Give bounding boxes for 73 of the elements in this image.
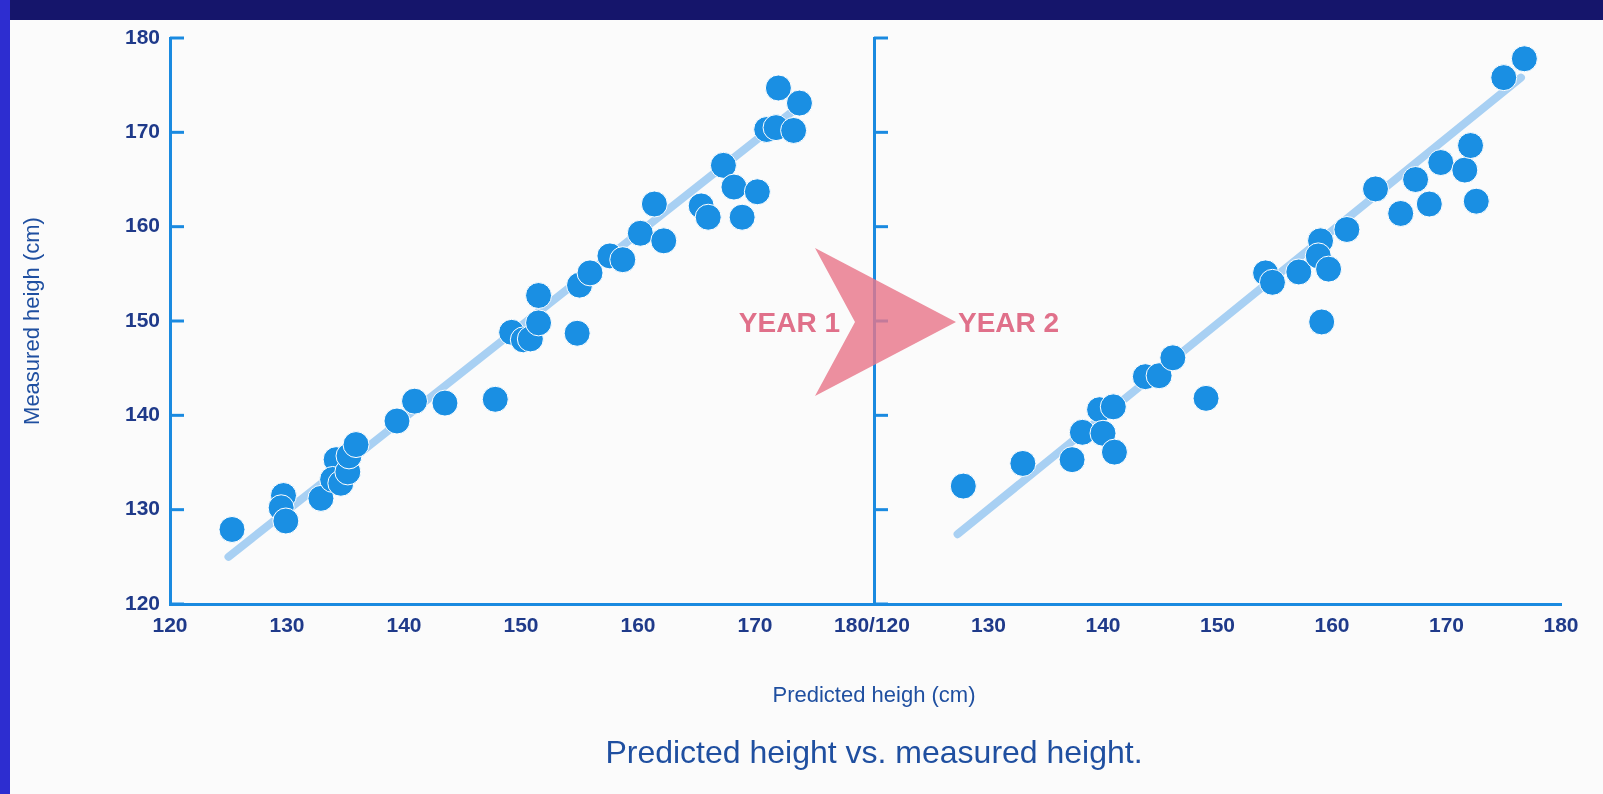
x-tick-label: 150 [503,613,539,637]
y-tick-label: 160 [124,213,160,237]
annotation: YEAR 2 [958,307,1060,339]
point [1058,446,1086,474]
y-tick-label: 180 [124,24,160,48]
y-tick-label: 150 [124,307,160,331]
point [272,507,300,535]
point [949,472,977,500]
point [218,515,246,543]
point [640,190,668,218]
point [1192,384,1220,412]
y-tick-label: 140 [124,402,160,426]
point [481,385,509,413]
point [431,389,459,417]
point [1362,175,1390,203]
x-tick-label: 180/120 [834,613,910,637]
y-axis-title: Measured heigh (cm) [19,217,45,425]
point [1333,216,1361,243]
x-tick-label: 170 [1428,613,1465,637]
y-tick-label: 120 [124,590,160,614]
point [1308,308,1336,336]
point [1258,268,1286,296]
x-tick-label: 160 [1314,613,1350,637]
point [525,282,553,310]
point [401,387,429,415]
point [342,431,370,459]
x-tick-label: 140 [386,613,422,637]
point [609,246,637,274]
point [1100,438,1128,466]
point [1462,187,1490,215]
x-tick-label: 160 [620,613,656,637]
point [743,178,771,206]
point [1099,393,1127,421]
point [650,227,678,255]
point [709,151,737,179]
x-tick-label: 130 [970,613,1007,637]
x-tick-label: 130 [269,613,305,637]
point [1490,64,1518,92]
point [728,203,756,231]
x-axis-title: Predicted heigh (cm) [771,682,977,708]
point [1315,255,1343,283]
point [780,116,808,144]
text: Predicted height vs. measured height. [604,734,1144,771]
point [764,74,792,102]
point [1089,419,1117,447]
point [1009,449,1037,477]
point [1457,132,1485,160]
point [1510,45,1538,73]
point [383,407,411,435]
point [307,484,335,512]
point [1145,362,1173,390]
point [694,203,722,231]
point [1427,149,1455,177]
point [1285,258,1313,286]
x-tick-label: 150 [1199,613,1236,637]
point [1451,156,1479,184]
y-tick-label: 170 [124,119,160,143]
point [720,173,748,201]
point [785,89,813,117]
point [1387,199,1415,227]
point [1159,344,1187,372]
point [563,319,591,347]
x-tick-label: 170 [737,613,773,637]
x-tick-label: 140 [1085,613,1121,637]
point [525,309,553,337]
y-tick-label: 130 [124,496,160,520]
point [576,259,604,287]
point [1415,190,1443,218]
x-tick-label: 120 [152,613,188,637]
annotation: YEAR 1 [738,307,840,339]
x-tick-label: 180 [1543,613,1579,637]
point [626,219,654,247]
point [1402,166,1430,193]
